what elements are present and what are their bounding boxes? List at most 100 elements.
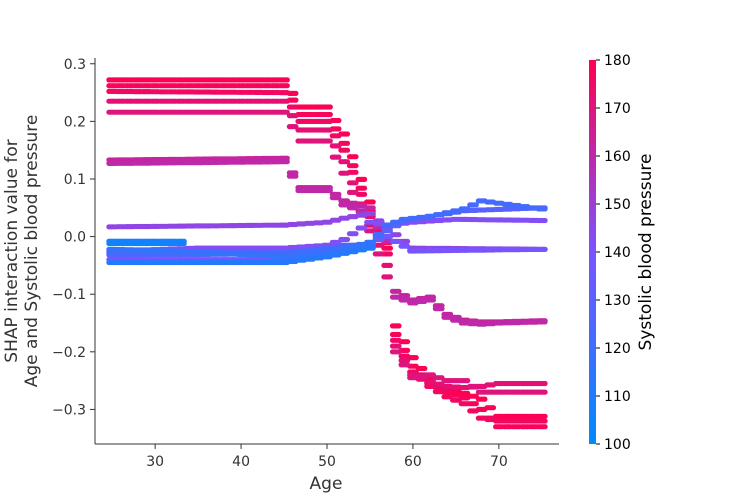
data-point [465, 378, 471, 384]
data-point [405, 357, 411, 364]
data-point [473, 401, 479, 407]
data-point [293, 90, 299, 96]
data-point [405, 353, 411, 359]
data-point [344, 140, 351, 146]
data-point [387, 274, 393, 280]
data-point [542, 413, 548, 419]
x-axis-title: Age [310, 474, 343, 494]
data-point [473, 408, 479, 414]
y-tick-label: 0.1 [64, 172, 86, 188]
colorbar-tick-label: 150 [604, 197, 631, 213]
data-point [482, 396, 488, 402]
colorbar-tick-label: 120 [604, 341, 631, 357]
data-point [370, 245, 376, 251]
data-point [430, 297, 436, 303]
data-point [413, 363, 419, 369]
data-point [284, 159, 290, 165]
data-point [362, 225, 368, 231]
data-point [542, 206, 548, 212]
data-point [327, 187, 333, 194]
data-point [284, 77, 290, 83]
data-point [405, 339, 411, 345]
data-point [370, 239, 376, 245]
data-point [353, 163, 359, 169]
colorbar-tick-label: 110 [604, 389, 631, 405]
data-point [344, 159, 351, 165]
data-point [396, 232, 402, 238]
data-point [293, 173, 299, 179]
y-axis-ticks: −0.3 −0.2 −0.1 0.0 0.1 0.2 0.3 [52, 57, 95, 418]
data-point [405, 362, 411, 368]
data-point [405, 238, 411, 244]
data-point [336, 195, 342, 201]
data-point [284, 98, 290, 104]
x-tick-label: 70 [490, 454, 508, 470]
data-point [465, 395, 471, 401]
colorbar-tick-label: 180 [604, 53, 631, 69]
data-point [362, 176, 368, 182]
data-point [542, 246, 548, 252]
data-point [387, 228, 393, 234]
data-point [336, 154, 342, 160]
data-point [396, 331, 402, 338]
data-point [353, 169, 359, 175]
data-point [370, 205, 376, 211]
data-point [542, 418, 548, 424]
data-point [327, 127, 333, 133]
data-point [413, 355, 419, 361]
data-point [336, 126, 342, 132]
data-point [181, 240, 187, 247]
x-axis-ticks: 30 40 50 60 70 [146, 444, 508, 470]
data-point [327, 118, 333, 124]
x-tick-label: 50 [318, 454, 336, 470]
x-tick-label: 60 [404, 454, 422, 470]
data-point [396, 343, 402, 349]
colorbar-title: Systolic blood pressure [636, 154, 656, 351]
data-point [293, 104, 299, 110]
data-point [439, 389, 445, 395]
y-tick-label: −0.1 [52, 287, 86, 303]
data-point [422, 365, 428, 372]
data-point [542, 380, 548, 387]
data-point [344, 131, 351, 137]
data-point [396, 337, 402, 343]
data-point [482, 406, 488, 412]
data-point [293, 113, 299, 119]
colorbar-tick-label: 100 [604, 437, 631, 453]
data-point [353, 180, 359, 186]
data-point [293, 97, 299, 103]
data-point [353, 231, 359, 237]
data-point [473, 383, 479, 389]
data-point [293, 124, 299, 130]
data-point [439, 306, 445, 312]
x-tick-label: 40 [232, 454, 250, 470]
data-point [387, 234, 393, 240]
data-point [344, 147, 351, 153]
data-point [405, 347, 411, 353]
data-point [284, 90, 290, 96]
data-point [473, 202, 479, 208]
y-tick-label: 0.2 [64, 114, 86, 130]
scatter-points [106, 77, 548, 430]
x-tick-label: 30 [146, 454, 164, 470]
data-point [362, 185, 368, 191]
data-point [465, 401, 471, 407]
data-point [465, 206, 471, 212]
data-point [379, 251, 385, 257]
data-point [344, 236, 351, 243]
y-axis-title-line-2: Age and Systolic blood pressure [22, 115, 42, 388]
y-tick-label: 0.0 [64, 230, 86, 246]
data-point [353, 189, 359, 195]
colorbar-tick-label: 130 [604, 293, 631, 309]
data-point [353, 154, 359, 160]
data-point [387, 251, 393, 257]
data-point [336, 133, 342, 139]
colorbar-tick-label: 170 [604, 101, 631, 117]
data-point [379, 231, 385, 237]
data-point [405, 243, 411, 249]
data-point [387, 262, 393, 268]
data-point [344, 170, 351, 176]
y-tick-label: −0.2 [52, 345, 86, 361]
data-point [542, 424, 548, 430]
